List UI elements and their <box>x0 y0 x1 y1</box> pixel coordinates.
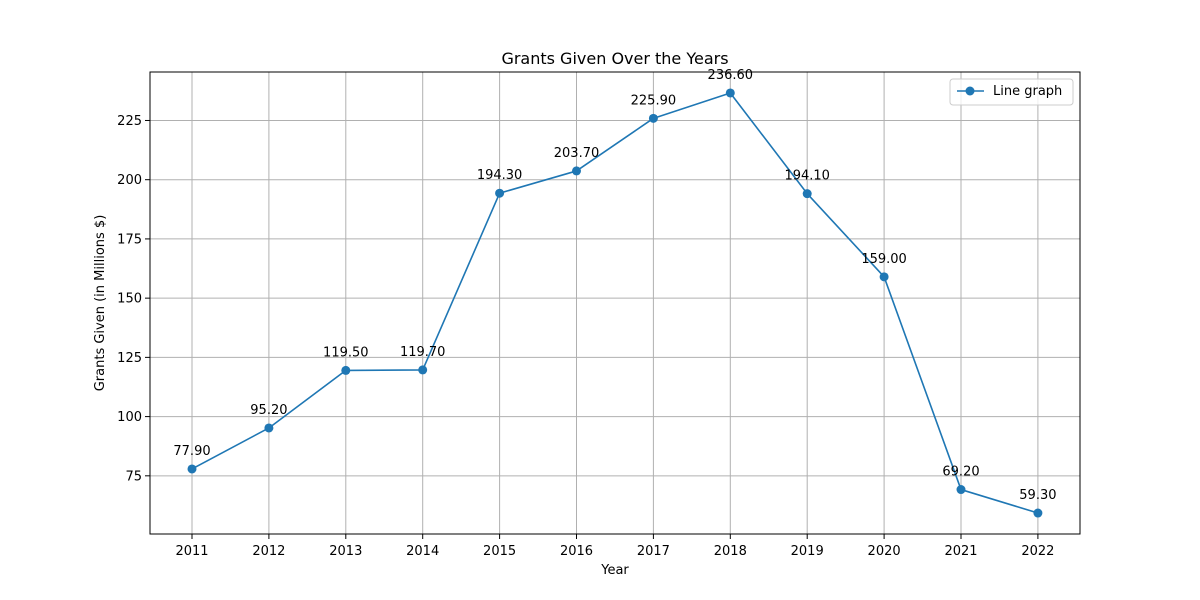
data-label: 225.90 <box>631 93 677 108</box>
data-point <box>1033 508 1043 518</box>
grid <box>150 72 1080 534</box>
data-labels: 77.90 95.20 119.50 119.70 194.30 203.70 225.90… <box>173 68 1056 503</box>
y-tick-label: 150 <box>117 292 142 307</box>
series-line-graph <box>187 88 1043 518</box>
x-tick-label: 2019 <box>791 544 824 559</box>
y-tick-label: 125 <box>117 351 142 366</box>
data-point <box>418 365 428 375</box>
data-point <box>495 188 505 198</box>
data-point <box>725 88 735 98</box>
data-label: 69.20 <box>942 465 979 480</box>
data-label: 59.30 <box>1019 488 1056 503</box>
x-tick-label: 2021 <box>944 544 977 559</box>
chart-title: Grants Given Over the Years <box>501 49 728 68</box>
series-line <box>191 92 1039 514</box>
x-tick-label: 2013 <box>329 544 362 559</box>
data-point <box>264 423 274 433</box>
data-label: 77.90 <box>173 444 210 459</box>
data-label: 194.10 <box>784 169 830 184</box>
legend-label: Line graph <box>993 84 1062 99</box>
data-point <box>341 365 351 375</box>
x-tick-label: 2015 <box>483 544 516 559</box>
data-label: 236.60 <box>708 68 754 83</box>
y-tick-label: 75 <box>125 469 142 484</box>
x-axis-ticks: 2011 2012 2013 2014 2015 2016 2017 2018 2019 2020… <box>175 534 1054 559</box>
plot-frame <box>149 71 1081 535</box>
x-tick-label: 2020 <box>868 544 901 559</box>
data-point <box>802 189 812 199</box>
axes <box>149 71 1081 535</box>
data-point <box>572 166 581 176</box>
legend-box <box>949 78 1074 106</box>
data-point <box>648 113 658 123</box>
x-tick-label: 2018 <box>714 544 747 559</box>
data-label: 203.70 <box>554 146 600 161</box>
legend-marker-swatch <box>965 86 975 96</box>
data-point <box>187 464 197 474</box>
data-label: 119.50 <box>323 345 369 360</box>
data-label: 194.30 <box>477 168 523 183</box>
data-label: 95.20 <box>250 403 287 418</box>
x-tick-label: 2017 <box>637 544 670 559</box>
x-tick-label: 2022 <box>1021 544 1054 559</box>
x-axis-title: Year <box>600 563 629 578</box>
data-point <box>879 272 889 282</box>
y-tick-label: 200 <box>117 173 142 188</box>
data-label: 119.70 <box>400 345 446 360</box>
y-tick-label: 175 <box>117 232 142 247</box>
data-label: 159.00 <box>861 252 907 267</box>
x-tick-label: 2011 <box>175 544 208 559</box>
x-tick-label: 2012 <box>252 544 285 559</box>
data-point <box>956 485 966 495</box>
y-tick-label: 100 <box>117 410 142 425</box>
x-tick-label: 2016 <box>560 544 593 559</box>
x-tick-label: 2014 <box>406 544 439 559</box>
y-axis-title: Grants Given (in Millions $) <box>93 215 108 392</box>
y-tick-label: 225 <box>117 114 142 129</box>
y-axis-ticks: 75 100 125 150 175 200 225 <box>117 114 150 484</box>
legend: Line graph <box>949 78 1074 106</box>
